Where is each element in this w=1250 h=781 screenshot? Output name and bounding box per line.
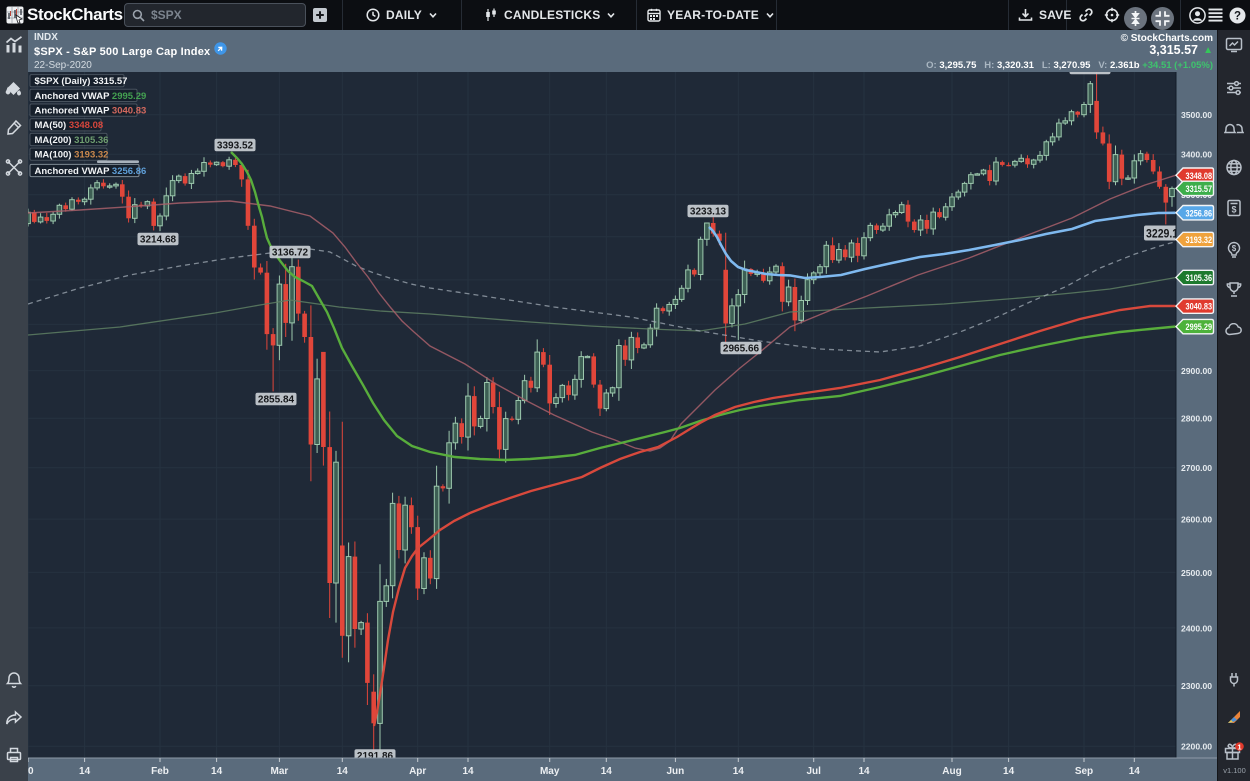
svg-text:?: ?	[1234, 10, 1241, 22]
svg-text:2995.29: 2995.29	[1186, 322, 1213, 332]
svg-text:MA(200) 3105.36: MA(200) 3105.36	[35, 135, 109, 146]
svg-text:$: $	[1231, 205, 1236, 215]
svg-text:3136.72: 3136.72	[272, 248, 309, 259]
svg-text:Jun: Jun	[667, 766, 685, 777]
svg-text:3500.00: 3500.00	[1181, 110, 1212, 120]
svg-text:2200.00: 2200.00	[1181, 742, 1212, 752]
svg-text:3233.13: 3233.13	[690, 207, 727, 218]
svg-text:Sep: Sep	[1075, 766, 1093, 777]
svg-text:14: 14	[462, 766, 474, 777]
svg-text:Feb: Feb	[151, 766, 169, 777]
svg-text:2400.00: 2400.00	[1181, 623, 1212, 633]
svg-text:2965.66: 2965.66	[723, 344, 760, 355]
svg-text:3193.32: 3193.32	[1186, 235, 1213, 245]
svg-text:$: $	[1232, 244, 1237, 253]
svg-text:3256.86: 3256.86	[1186, 208, 1213, 218]
svg-text:Jul: Jul	[806, 766, 821, 777]
svg-text:2800.00: 2800.00	[1181, 414, 1212, 424]
svg-text:2500.00: 2500.00	[1181, 568, 1212, 578]
svg-text:3229.10: 3229.10	[1146, 227, 1184, 241]
svg-text:Anchored VWAP 3040.83: Anchored VWAP 3040.83	[35, 106, 147, 117]
svg-text:14: 14	[79, 766, 91, 777]
svg-text:Mar: Mar	[271, 766, 289, 777]
svg-text:Aug: Aug	[942, 766, 961, 777]
svg-text:2300.00: 2300.00	[1181, 681, 1212, 691]
svg-text:14: 14	[601, 766, 613, 777]
svg-text:1: 1	[1237, 742, 1241, 751]
svg-text:MA(50) 3348.08: MA(50) 3348.08	[35, 120, 104, 131]
svg-text:3040.83: 3040.83	[1186, 302, 1213, 312]
svg-text:2700.00: 2700.00	[1181, 463, 1212, 473]
svg-text:14: 14	[733, 766, 745, 777]
svg-text:20: 20	[28, 766, 34, 777]
svg-text:14: 14	[1003, 766, 1015, 777]
svg-text:3105.36: 3105.36	[1186, 273, 1213, 283]
svg-text:3315.57: 3315.57	[1186, 184, 1213, 194]
svg-text:MA(100) 3193.32: MA(100) 3193.32	[35, 150, 109, 161]
svg-text:14: 14	[211, 766, 223, 777]
svg-text:2600.00: 2600.00	[1181, 515, 1212, 525]
svg-text:2855.84: 2855.84	[258, 395, 295, 406]
svg-text:3400.00: 3400.00	[1181, 150, 1212, 160]
svg-text:$SPX (Daily) 3315.57: $SPX (Daily) 3315.57	[35, 76, 128, 87]
svg-text:3393.52: 3393.52	[217, 141, 254, 152]
svg-text:3588.11: 3588.11	[1072, 72, 1108, 75]
svg-text:May: May	[540, 766, 560, 777]
svg-text:14: 14	[337, 766, 349, 777]
svg-text:2191.86: 2191.86	[357, 751, 394, 762]
svg-text:Anchored VWAP 2995.29: Anchored VWAP 2995.29	[35, 91, 147, 102]
svg-text:14: 14	[1129, 766, 1141, 777]
svg-text:Apr: Apr	[409, 766, 426, 777]
svg-text:3214.68: 3214.68	[140, 235, 177, 246]
svg-text:3348.08: 3348.08	[1186, 171, 1213, 181]
svg-text:Anchored VWAP 3256.86: Anchored VWAP 3256.86	[35, 166, 147, 177]
svg-text:2900.00: 2900.00	[1181, 366, 1212, 376]
svg-text:14: 14	[858, 766, 870, 777]
